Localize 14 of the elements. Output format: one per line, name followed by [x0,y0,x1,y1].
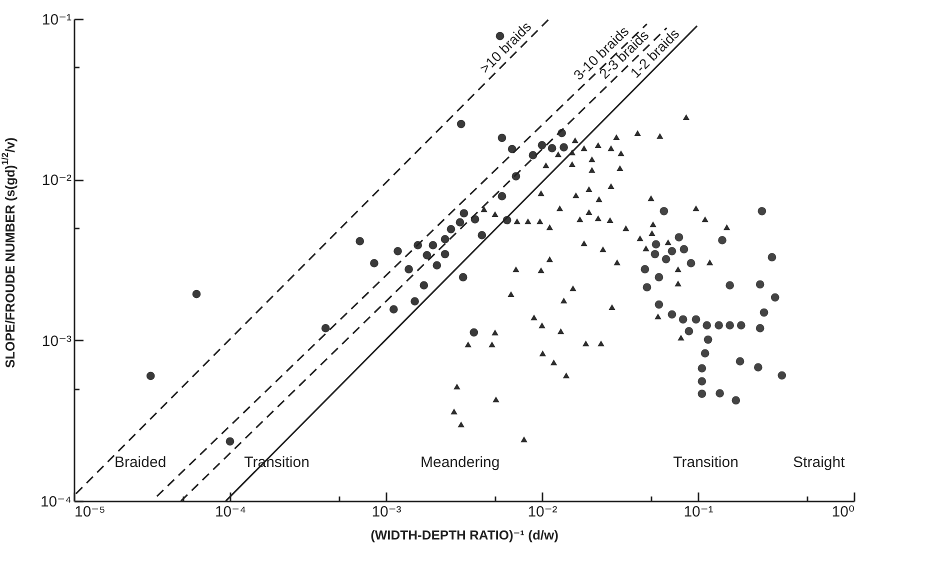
annotation: Braided [114,454,166,471]
y-tick-label: 10⁻³ [42,332,72,350]
annotation: Meandering [420,454,500,471]
x-tick-label: 10⁻² [528,504,558,520]
x-axis-title: (WIDTH-DEPTH RATIO)⁻¹ (d/w) [370,528,558,542]
annotation: Transition [673,454,738,471]
y-tick-label: 10⁻¹ [42,12,72,28]
x-tick-label: 10⁻⁴ [214,504,246,520]
annotation: Straight [793,454,846,471]
x-tick-label: 10⁻³ [372,504,402,520]
x-tick-label: 10⁰ [832,504,854,520]
x-tick-label: 10⁻¹ [684,504,714,520]
y-tick-label: 10⁻² [42,172,72,190]
x-tick-label: 10⁻⁵ [74,504,106,520]
